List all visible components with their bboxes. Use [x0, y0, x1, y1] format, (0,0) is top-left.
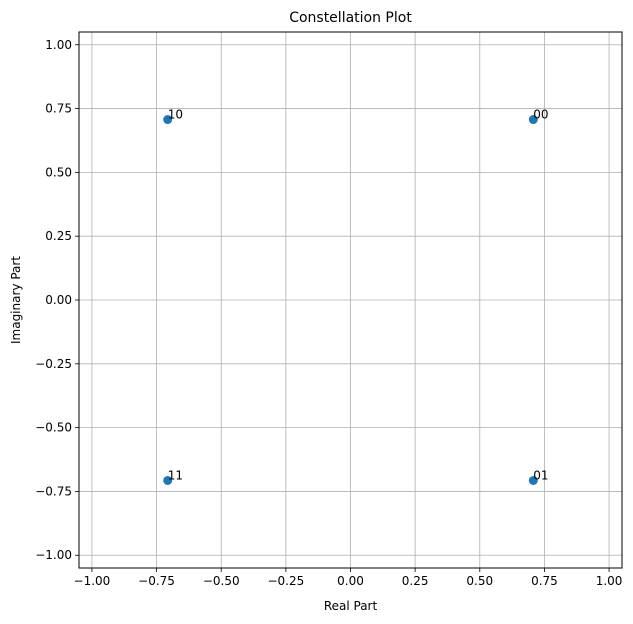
point-label: 00	[533, 108, 548, 122]
y-tick-label: 1.00	[45, 38, 72, 52]
y-tick-label: 0.50	[45, 165, 72, 179]
x-tick-label: 1.00	[596, 574, 623, 588]
data-point	[163, 115, 173, 125]
x-tick-label: 0.50	[466, 574, 493, 588]
x-tick-label: −0.75	[138, 574, 175, 588]
x-tick-label: 0.25	[402, 574, 429, 588]
y-tick-label: −0.50	[35, 421, 72, 435]
x-axis-label: Real Part	[324, 599, 378, 613]
data-point	[163, 475, 173, 485]
y-ticks: −1.00 −0.75 −0.50 −0.25 0.00 0.25 0.50 0.75 1.00	[35, 38, 79, 562]
chart-title: Constellation Plot	[289, 10, 412, 26]
y-tick-label: 0.25	[45, 229, 72, 243]
point-label: 10	[168, 108, 183, 122]
y-axis-label: Imaginary Part	[9, 256, 23, 344]
x-tick-label: −1.00	[74, 574, 111, 588]
y-tick-label: −1.00	[35, 548, 72, 562]
point-label: 01	[533, 468, 548, 482]
x-tick-label: 0.00	[337, 574, 364, 588]
y-tick-label: −0.75	[35, 484, 72, 498]
x-ticks: −1.00 −0.75 −0.50 −0.25 0.00 0.25 0.50 0.75 1.00	[74, 568, 623, 588]
x-tick-label: −0.25	[267, 574, 304, 588]
x-tick-label: −0.50	[203, 574, 240, 588]
grid	[79, 32, 622, 568]
y-tick-label: 0.75	[45, 102, 72, 116]
y-tick-label: 0.00	[45, 293, 72, 307]
data-points: 00 01 10 11	[163, 108, 549, 485]
y-tick-label: −0.25	[35, 357, 72, 371]
data-point	[528, 115, 538, 125]
x-tick-label: 0.75	[531, 574, 558, 588]
data-point	[528, 475, 538, 485]
point-label: 11	[168, 468, 183, 482]
